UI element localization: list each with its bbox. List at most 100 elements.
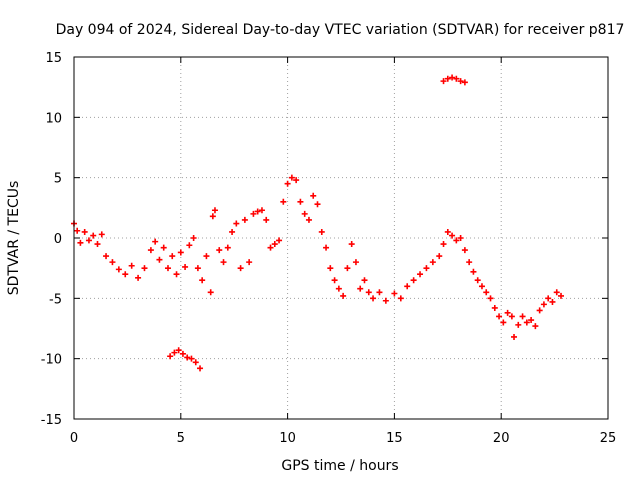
- data-point: [327, 265, 334, 272]
- data-point: [523, 319, 530, 326]
- data-point: [276, 237, 283, 244]
- data-point: [558, 292, 565, 299]
- data-point: [545, 295, 552, 302]
- grid-layer: [74, 57, 608, 419]
- data-point: [197, 365, 204, 372]
- data-point: [515, 321, 522, 328]
- data-point: [457, 235, 464, 241]
- data-point: [457, 78, 464, 85]
- data-point: [220, 259, 227, 266]
- data-point: [483, 289, 490, 296]
- data-point: [171, 349, 178, 356]
- data-point: [77, 239, 84, 246]
- data-point: [164, 265, 171, 272]
- data-point: [491, 304, 498, 311]
- data-point: [297, 198, 304, 205]
- data-point: [453, 75, 460, 82]
- data-point: [103, 253, 110, 260]
- data-point: [314, 201, 321, 208]
- data-point: [370, 295, 377, 302]
- plot-frame: [73, 56, 609, 420]
- data-point: [323, 244, 330, 251]
- data-point: [361, 277, 368, 284]
- data-point: [188, 355, 195, 362]
- data-point: [301, 210, 308, 217]
- data-point: [540, 301, 547, 308]
- data-point: [536, 307, 543, 314]
- data-point: [528, 317, 535, 324]
- data-point: [233, 220, 240, 227]
- data-point: [365, 289, 372, 296]
- data-point: [410, 277, 417, 284]
- data-point: [511, 333, 518, 340]
- data-point: [461, 79, 468, 86]
- data-point: [293, 177, 300, 184]
- data-point: [429, 259, 436, 266]
- x-tick-label: 0: [70, 431, 78, 446]
- data-point: [310, 192, 317, 199]
- data-point: [169, 253, 176, 260]
- data-point: [224, 244, 231, 251]
- data-point: [192, 359, 199, 366]
- data-point: [344, 265, 351, 272]
- x-tick-label: 25: [600, 431, 617, 446]
- data-point: [160, 244, 167, 251]
- data-point: [376, 289, 383, 296]
- chart-title: Day 094 of 2024, Sidereal Day-to-day VTE…: [56, 22, 625, 38]
- data-point: [254, 208, 261, 215]
- data-point: [453, 237, 460, 244]
- data-point: [305, 216, 312, 223]
- data-point: [423, 265, 430, 272]
- y-tick-label: 15: [45, 51, 62, 66]
- data-point: [94, 241, 101, 248]
- y-tick-label: 0: [54, 232, 62, 247]
- data-point: [470, 268, 477, 275]
- data-point: [179, 350, 186, 357]
- data-point: [186, 242, 193, 249]
- data-point: [417, 271, 424, 278]
- data-point: [216, 247, 223, 254]
- data-point: [90, 232, 97, 239]
- x-tick-label: 10: [279, 431, 296, 446]
- data-point: [184, 354, 191, 361]
- x-tick-label: 5: [177, 431, 185, 446]
- data-point: [128, 262, 135, 269]
- data-point: [135, 274, 142, 281]
- data-point: [85, 237, 92, 244]
- data-point: [504, 309, 511, 316]
- data-point: [284, 180, 291, 187]
- data-point: [152, 238, 159, 245]
- data-point: [478, 283, 485, 290]
- data-point: [288, 174, 295, 181]
- data-point: [340, 292, 347, 299]
- data-point: [444, 228, 451, 235]
- data-point: [115, 266, 122, 273]
- x-tick-label: 15: [386, 431, 403, 446]
- data-point: [267, 244, 274, 251]
- data-point: [487, 295, 494, 302]
- data-point: [500, 319, 507, 326]
- data-point: [404, 283, 411, 290]
- data-point: [141, 265, 148, 272]
- data-point: [173, 271, 180, 278]
- data-point: [461, 247, 468, 254]
- data-point: [440, 78, 447, 85]
- data-point: [147, 247, 154, 254]
- x-tick-label: 20: [493, 431, 510, 446]
- data-point: [466, 259, 473, 266]
- data-point: [182, 263, 189, 270]
- data-point: [237, 265, 244, 272]
- y-tick-label: -10: [41, 353, 62, 368]
- y-tick-label: 10: [45, 111, 62, 126]
- data-point: [348, 241, 355, 248]
- data-point: [280, 198, 287, 205]
- data-point: [258, 207, 265, 214]
- data-point: [241, 216, 248, 223]
- data-point: [331, 277, 338, 284]
- data-point: [382, 297, 389, 304]
- data-point: [81, 228, 88, 235]
- data-point: [444, 75, 451, 82]
- data-point: [98, 231, 105, 238]
- data-point: [263, 216, 270, 223]
